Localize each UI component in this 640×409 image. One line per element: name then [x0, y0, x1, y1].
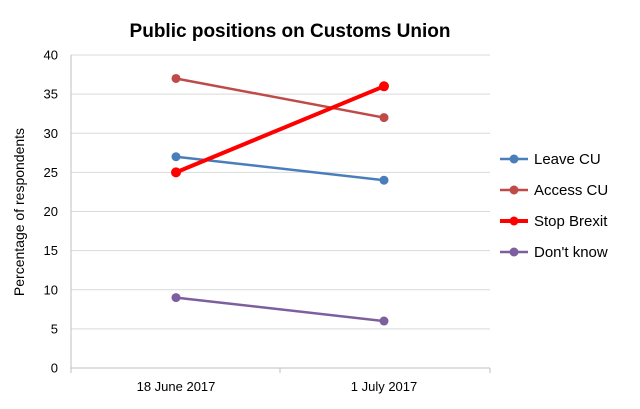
series-line	[174, 155, 386, 182]
series-line	[174, 84, 386, 175]
y-tick-label: 0	[51, 361, 58, 376]
data-point	[171, 73, 181, 83]
y-tick-label: 15	[44, 243, 58, 258]
legend-label: Leave CU	[534, 151, 601, 168]
chart-title: Public positions on Customs Union	[130, 21, 451, 42]
y-tick-label: 40	[44, 48, 58, 63]
y-tick-label: 25	[44, 165, 58, 180]
axes: 0 5 10 15 20 25 30 35 40 18 June 2017 1 July 2017	[44, 48, 491, 394]
legend-swatch-point	[509, 247, 519, 257]
x-tick-label: 1 July 2017	[351, 379, 418, 394]
legend-label: Access CU	[534, 182, 608, 199]
y-axis-label: Percentage of respondents	[11, 128, 27, 296]
series	[171, 73, 389, 326]
legend: Leave CU Access CU Stop Brexit Don't know	[500, 151, 608, 261]
y-tick-label: 5	[51, 321, 58, 336]
data-point	[379, 113, 389, 123]
y-tick-label: 35	[44, 87, 58, 102]
data-point	[379, 81, 389, 92]
legend-swatch-point	[509, 185, 519, 195]
y-tick-label: 20	[44, 204, 58, 219]
legend-label: Stop Brexit	[534, 213, 608, 230]
y-tick-label: 30	[44, 126, 58, 141]
data-point	[379, 175, 389, 185]
x-tick-label: 18 June 2017	[137, 379, 216, 394]
legend-swatch-point	[509, 216, 519, 226]
data-point	[379, 316, 389, 326]
y-tick-label: 10	[44, 282, 58, 297]
data-point	[171, 152, 181, 162]
data-point	[171, 293, 181, 303]
series-line	[174, 296, 386, 323]
gridlines	[71, 54, 490, 330]
series-line	[174, 77, 386, 119]
data-point	[171, 167, 181, 178]
legend-swatch-point	[509, 154, 519, 164]
legend-label: Don't know	[534, 244, 608, 261]
